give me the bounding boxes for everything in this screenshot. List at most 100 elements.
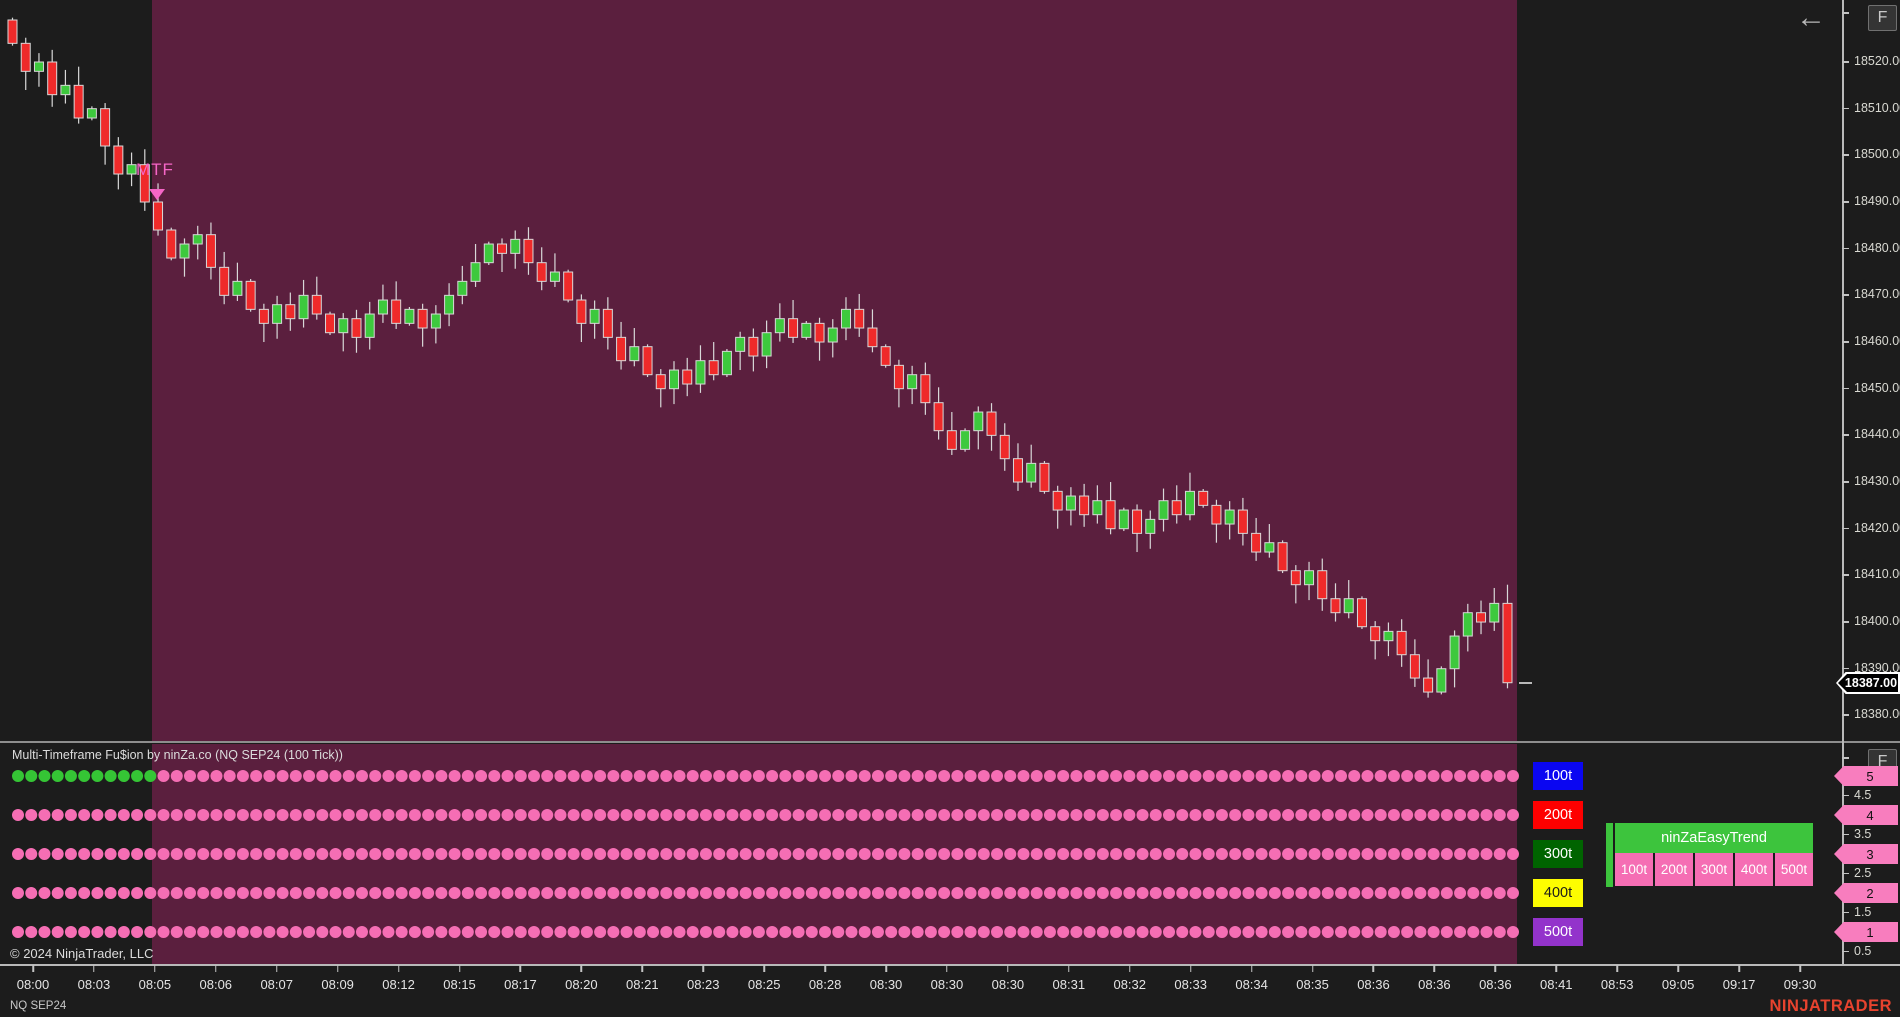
indicator-scale-tick-label: 3.5 (1854, 826, 1872, 841)
legend-item-100t[interactable]: 100t (1615, 853, 1653, 886)
indicator-value-tag-300t: 3 (1834, 844, 1898, 864)
candlestick (933, 387, 944, 440)
time-tick-label: 08:30 (869, 977, 903, 992)
instrument-tab[interactable]: NQ SEP24 (10, 1000, 67, 1012)
candlestick (788, 300, 799, 343)
candlestick (960, 428, 971, 452)
candlestick (536, 247, 547, 291)
indicator-scale-tick-dash (1842, 872, 1849, 874)
price-tick-label: 18420.00 (1854, 520, 1900, 535)
candlestick (430, 305, 441, 344)
candlestick (20, 37, 31, 91)
row-label-500t: 500t (1533, 918, 1583, 946)
candlestick (1264, 524, 1275, 558)
indicator-scale-tick-label: 2.5 (1854, 865, 1872, 880)
candlestick (1105, 482, 1116, 535)
candlestick (1330, 583, 1341, 622)
candlestick (1079, 483, 1090, 527)
time-tick-label: 08:36 (1418, 977, 1451, 992)
candlestick (1356, 596, 1367, 630)
candlestick (1184, 472, 1195, 521)
price-tick-label: 18520.00 (1854, 54, 1900, 68)
candlestick (1502, 584, 1513, 689)
mtf-fusion-indicator-panel[interactable]: Multi-Timeframe Fu$ion by ninZa.co (NQ S… (0, 744, 1900, 965)
candlestick (1476, 600, 1487, 635)
candlestick (682, 357, 693, 397)
price-tick-dash (1842, 714, 1849, 716)
panel-divider[interactable] (0, 741, 1900, 743)
price-tick-label: 18380.00 (1854, 707, 1900, 722)
row-label-100t: 100t (1533, 762, 1583, 790)
candlestick (404, 307, 415, 326)
candlestick (86, 106, 97, 121)
candlestick (629, 328, 640, 367)
legend-item-300t[interactable]: 300t (1695, 853, 1733, 886)
candlestick (1211, 499, 1222, 543)
time-axis-line (0, 964, 1900, 966)
ninjatrader-logo: NINJATRADER (1769, 997, 1892, 1015)
last-price-dash (1519, 682, 1532, 684)
legend-item-500t[interactable]: 500t (1775, 853, 1813, 886)
indicator-value-tag-500t: 1 (1834, 922, 1898, 942)
candlestick (1158, 488, 1169, 532)
current-price-tag-inner: 18387.00 (1838, 674, 1898, 692)
time-tick-label: 08:35 (1296, 977, 1329, 992)
candlestick (1132, 504, 1143, 553)
candlestick (616, 321, 627, 370)
row-label-400t: 400t (1533, 879, 1583, 907)
mtf-dot-rows (12, 770, 1519, 938)
candlestick (258, 303, 269, 343)
candlestick (139, 149, 150, 211)
time-tick-label: 08:33 (1174, 977, 1207, 992)
candlestick (1198, 489, 1209, 508)
candlestick (100, 103, 111, 165)
candlestick (33, 53, 44, 87)
time-tick-dash (763, 965, 765, 972)
candlestick (60, 69, 71, 104)
legend-item-400t[interactable]: 400t (1735, 853, 1773, 886)
time-tick-dash (1129, 965, 1131, 972)
candlestick (192, 225, 203, 260)
price-tick-label: 18510.00 (1854, 100, 1900, 115)
candlestick (1026, 444, 1037, 488)
candlestick (589, 300, 600, 339)
legend-item-200t[interactable]: 200t (1655, 853, 1693, 886)
candlestick (563, 269, 574, 303)
candlestick (298, 279, 309, 328)
dot-row-300t (12, 848, 1519, 860)
time-tick-dash (275, 965, 278, 972)
price-chart-panel[interactable]: MTF ← (0, 0, 1900, 742)
candlestick (1370, 621, 1381, 660)
time-tick-dash (1738, 965, 1740, 972)
time-tick-label: 08:34 (1235, 977, 1268, 992)
candlestick (391, 281, 402, 329)
price-tick-label: 18480.00 (1854, 240, 1900, 255)
candlestick (179, 238, 190, 277)
price-tick-dash (1842, 387, 1849, 390)
collapse-panel-arrow-icon[interactable]: ← (1796, 1, 1826, 34)
candlestick (576, 294, 587, 343)
price-tick-dash (1842, 434, 1849, 436)
time-tick-dash (1677, 965, 1679, 972)
candlestick (311, 276, 322, 320)
time-tick-label: 08:28 (808, 977, 842, 992)
legend-accent-bar (1606, 823, 1613, 887)
candlestick (602, 297, 613, 350)
candlestick (457, 265, 468, 305)
candlestick (946, 412, 957, 455)
candlestick (920, 362, 931, 415)
candlestick (364, 301, 375, 350)
price-tick-label: 18470.00 (1854, 287, 1900, 302)
upper-axis-f-button[interactable]: F (1868, 5, 1897, 31)
price-tick-dash (1842, 341, 1849, 343)
time-tick-dash (1068, 965, 1070, 972)
candlestick (814, 317, 825, 361)
time-axis[interactable]: 08:00 08:03 08:05 08:06 08:07 08:09 08:12 08:15… (0, 964, 1900, 996)
time-tick-label: 08:05 (138, 977, 172, 992)
candlestick (1224, 501, 1235, 540)
time-tick-dash (154, 965, 156, 972)
candlestick (7, 17, 18, 46)
candlestick (840, 297, 851, 341)
time-tick-dash (397, 965, 400, 972)
